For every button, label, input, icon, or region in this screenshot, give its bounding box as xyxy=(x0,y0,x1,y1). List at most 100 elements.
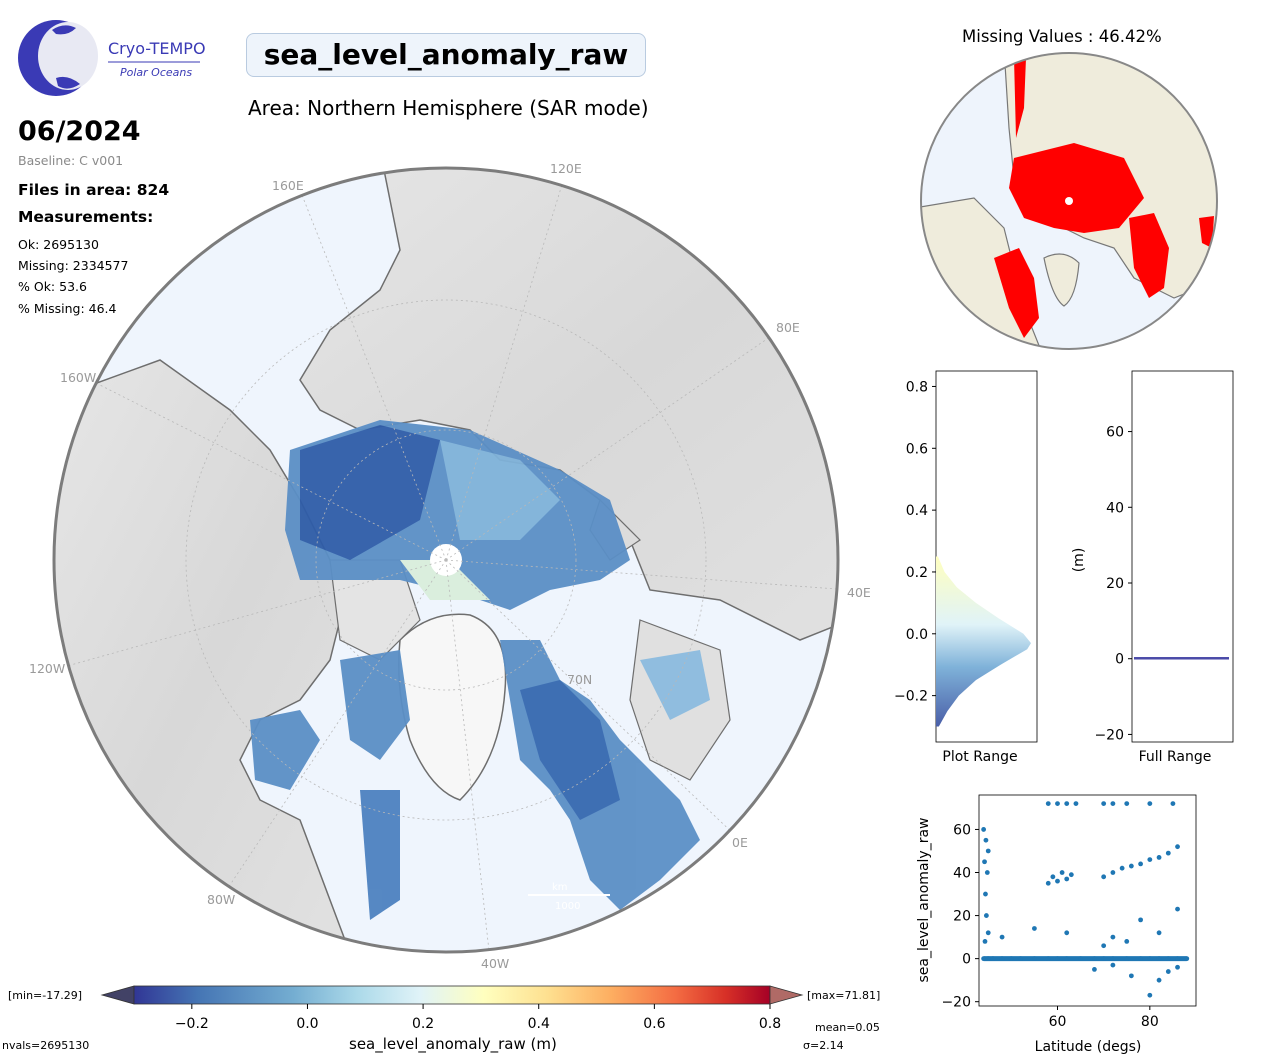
measurements-heading: Measurements: xyxy=(18,208,154,226)
scatter-point xyxy=(1110,934,1116,940)
scatter-xlabel: Latitude (degs) xyxy=(1035,1039,1142,1055)
lon-label-40e: 40E xyxy=(847,585,871,600)
colorbar-min-arrow xyxy=(100,985,135,1005)
plot-range-ytick-label: 0.8 xyxy=(906,379,928,395)
scatter-ytick-label: −20 xyxy=(941,995,971,1011)
missing-region-siberian xyxy=(1129,213,1169,298)
scatter-point xyxy=(1110,870,1116,875)
scatter-point xyxy=(1092,966,1097,972)
scatter-point xyxy=(1055,878,1060,884)
scatter-point xyxy=(1170,801,1176,807)
scatter-point xyxy=(1138,956,1143,962)
scatter-point xyxy=(1101,874,1107,880)
scatter-point xyxy=(1156,956,1162,962)
pct-ok: % Ok: 53.6 xyxy=(18,279,87,294)
colorbar-tick-label: 0.4 xyxy=(528,1016,550,1032)
colorbar-max-label: [max=71.81] xyxy=(807,989,880,1002)
graticule xyxy=(59,174,838,952)
scatter-point xyxy=(1147,801,1153,807)
full-range-ytick-label: −20 xyxy=(1094,727,1124,743)
full-range-histogram: −20 0 20 40 60 (m) Full Range xyxy=(1071,370,1234,765)
full-range-bar xyxy=(1134,657,1229,660)
logo-tagline: Polar Oceans xyxy=(120,66,192,79)
scatter-point xyxy=(1147,857,1153,862)
scatter-ytick-label: 40 xyxy=(953,866,971,882)
scatter-point xyxy=(1147,992,1153,998)
scatter-point xyxy=(981,956,987,962)
scatter-point xyxy=(983,891,988,897)
colorbar: −0.2 0.0 0.2 0.4 0.6 0.8 [min=-17.29] [max=71… xyxy=(2,985,880,1052)
scatter-frame xyxy=(978,794,1197,1007)
scatter-point xyxy=(985,956,991,962)
scatter-ylabel: sea_level_anomaly_raw xyxy=(916,818,932,983)
scatter-point xyxy=(1073,801,1079,807)
mean-label: mean=0.05 xyxy=(815,1021,880,1034)
full-range-ytick-label: 20 xyxy=(1106,576,1124,592)
scatter-ytick-label: 0 xyxy=(962,952,971,968)
scatter-point xyxy=(1064,930,1070,936)
scatter-point xyxy=(983,913,989,918)
scatter-point xyxy=(1156,977,1162,983)
scatter-point xyxy=(1128,863,1134,869)
missing-values-title: Missing Values : 46.42% xyxy=(962,27,1162,46)
scatter-xtick-label: 60 xyxy=(1049,1014,1067,1030)
scatter-point xyxy=(1055,956,1060,962)
variable-title: sea_level_anomaly_raw xyxy=(246,33,646,77)
scatter-point xyxy=(1175,956,1180,962)
scatter-point xyxy=(999,934,1005,940)
full-range-ylabel: (m) xyxy=(1071,548,1087,573)
scatter-point xyxy=(1050,874,1056,880)
lon-label-40w: 40W xyxy=(481,956,509,971)
scatter-point xyxy=(1064,956,1070,962)
scatter-point xyxy=(1110,801,1116,807)
colorbar-max-arrow xyxy=(769,985,804,1005)
colorbar-min-label: [min=-17.29] xyxy=(8,989,82,1002)
scatter-point xyxy=(1045,880,1051,886)
scatter-point xyxy=(1175,844,1180,850)
plot-range-ytick-label: 0.4 xyxy=(906,503,928,519)
scatter-point xyxy=(985,848,991,854)
scatter-point xyxy=(984,870,990,875)
scatter-point xyxy=(983,837,989,843)
scatter-point xyxy=(1124,801,1130,807)
scatter-xtick-label: 80 xyxy=(1141,1014,1159,1030)
lon-label-0e: 0E xyxy=(732,835,748,850)
scatter-point xyxy=(1064,876,1070,882)
scatter-point xyxy=(1110,962,1116,968)
scatter-point xyxy=(1008,956,1014,962)
full-range-ytick-label: 40 xyxy=(1106,500,1124,516)
scatter-point xyxy=(1156,855,1162,860)
scatter-point xyxy=(1101,801,1107,807)
map-border xyxy=(52,166,840,954)
missing-region-baffin xyxy=(994,248,1039,338)
scatter-point xyxy=(982,939,988,944)
missing-region-arctic xyxy=(1009,143,1144,233)
latitude-scatter-plot: −20 0 20 40 60 60 80 sea_level_anomaly_raw Lat… xyxy=(916,794,1197,1055)
scatter-point xyxy=(1184,956,1190,962)
scatter-point xyxy=(1018,956,1023,962)
scatter-point xyxy=(1045,801,1051,807)
scatter-point xyxy=(1156,930,1162,936)
colorbar-tick-label: 0.0 xyxy=(296,1016,318,1032)
colorbar-gradient xyxy=(133,985,771,1005)
scale-unit: km xyxy=(552,882,568,893)
sigma-label: σ=2.14 xyxy=(803,1039,844,1052)
scatter-ytick-label: 20 xyxy=(953,909,971,925)
scatter-ytick-label: 60 xyxy=(953,822,971,838)
scatter-point xyxy=(1165,850,1171,856)
nvals-label: nvals=2695130 xyxy=(2,1039,89,1052)
lon-label-80w: 80W xyxy=(207,892,235,907)
scatter-point xyxy=(1059,870,1065,875)
area-subtitle: Area: Northern Hemisphere (SAR mode) xyxy=(248,96,649,120)
baseline-label: Baseline: C v001 xyxy=(18,153,124,168)
date-label: 06/2024 xyxy=(18,116,141,147)
scatter-point xyxy=(1092,956,1097,962)
scatter-point xyxy=(1165,956,1171,962)
pct-missing: % Missing: 46.4 xyxy=(18,301,117,316)
colorbar-tick-label: −0.2 xyxy=(175,1016,209,1032)
scatter-point xyxy=(985,930,991,936)
plot-range-xlabel: Plot Range xyxy=(942,749,1017,765)
plot-range-ytick-label: 0.6 xyxy=(906,441,928,457)
colorbar-tick-label: 0.8 xyxy=(759,1016,781,1032)
lon-label-80e: 80E xyxy=(776,320,800,335)
